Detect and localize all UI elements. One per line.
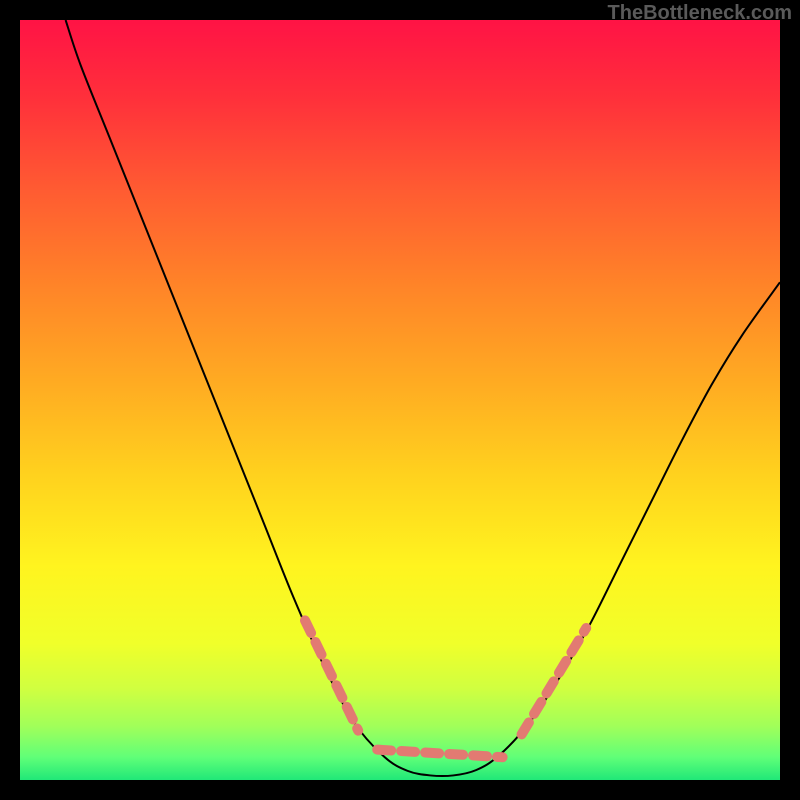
- chart-svg: [20, 20, 780, 780]
- watermark-text: TheBottleneck.com: [608, 2, 792, 25]
- plot-area: [20, 20, 780, 780]
- gradient-background: [20, 20, 780, 780]
- figure-container: TheBottleneck.com: [0, 0, 800, 800]
